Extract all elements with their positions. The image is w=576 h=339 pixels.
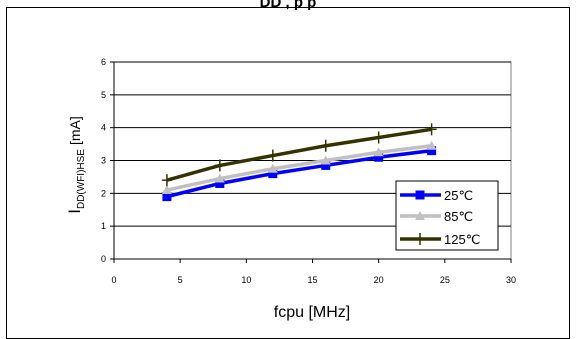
x-tick-label-20: 20 bbox=[374, 275, 384, 285]
legend-label-0: 25℃ bbox=[444, 188, 473, 203]
series-0-point-4 bbox=[374, 152, 384, 162]
series-line-0 bbox=[166, 148, 432, 199]
series-0-point-3 bbox=[321, 160, 331, 170]
series-0-point-1 bbox=[215, 178, 225, 188]
series-1-point-2 bbox=[267, 163, 278, 173]
x-axis-title: fcpu [MHz] bbox=[274, 304, 350, 321]
series-line-1 bbox=[166, 143, 432, 192]
series-2-point-4 bbox=[373, 131, 384, 144]
legend: 25℃ 85℃ 125℃ bbox=[395, 180, 499, 251]
y-tick-label-4: 4 bbox=[101, 123, 106, 133]
series-2-point-3 bbox=[320, 139, 331, 152]
y-tick-labels: 0 1 2 3 4 5 6 bbox=[101, 57, 106, 264]
series-2-point-5 bbox=[426, 123, 437, 136]
legend-marker-1 bbox=[415, 211, 425, 220]
series-2-point-2 bbox=[267, 149, 278, 162]
chart-title: DD , p p bbox=[260, 0, 317, 11]
series-1-point-5 bbox=[426, 140, 437, 150]
series-1-point-1 bbox=[214, 173, 225, 183]
legend-label-2: 125℃ bbox=[444, 232, 480, 247]
series-1-point-3 bbox=[320, 155, 331, 165]
legend-label-1: 85℃ bbox=[444, 209, 473, 224]
x-tick-label-10: 10 bbox=[241, 275, 251, 285]
x-tick-label-15: 15 bbox=[307, 275, 317, 285]
x-tick-label-25: 25 bbox=[440, 275, 450, 285]
legend-marker-2 bbox=[415, 233, 425, 245]
y-tick-label-0: 0 bbox=[101, 254, 106, 264]
series-0-point-0 bbox=[162, 192, 172, 202]
series-0-point-5 bbox=[427, 146, 437, 156]
series-2-point-1 bbox=[214, 159, 225, 172]
y-axis-title-sub: DD(WFI)HSE bbox=[76, 149, 87, 209]
y-tick-label-3: 3 bbox=[101, 156, 106, 166]
y-axis-title: IDD(WFI)HSE [mA] bbox=[65, 116, 87, 214]
series-group bbox=[161, 123, 437, 202]
y-axis-title-unit: [mA] bbox=[67, 116, 83, 145]
y-axis-title-main: I bbox=[65, 209, 84, 214]
series-1-point-0 bbox=[161, 185, 172, 195]
x-tick-label-0: 0 bbox=[111, 275, 116, 285]
y-tick-label-1: 1 bbox=[101, 221, 106, 231]
series-2-point-0 bbox=[161, 174, 172, 187]
series-1-point-4 bbox=[373, 147, 384, 157]
y-tick-label-5: 5 bbox=[101, 90, 106, 100]
series-line-2 bbox=[166, 127, 432, 182]
x-tick-label-30: 30 bbox=[506, 275, 516, 285]
x-tick-labels: 0 5 10 15 20 25 30 bbox=[111, 275, 516, 285]
x-tick-label-5: 5 bbox=[178, 275, 183, 285]
y-tick-label-6: 6 bbox=[101, 57, 106, 67]
y-tick-label-2: 2 bbox=[101, 188, 106, 198]
series-0-point-2 bbox=[268, 169, 278, 179]
legend-marker-0 bbox=[415, 190, 425, 200]
